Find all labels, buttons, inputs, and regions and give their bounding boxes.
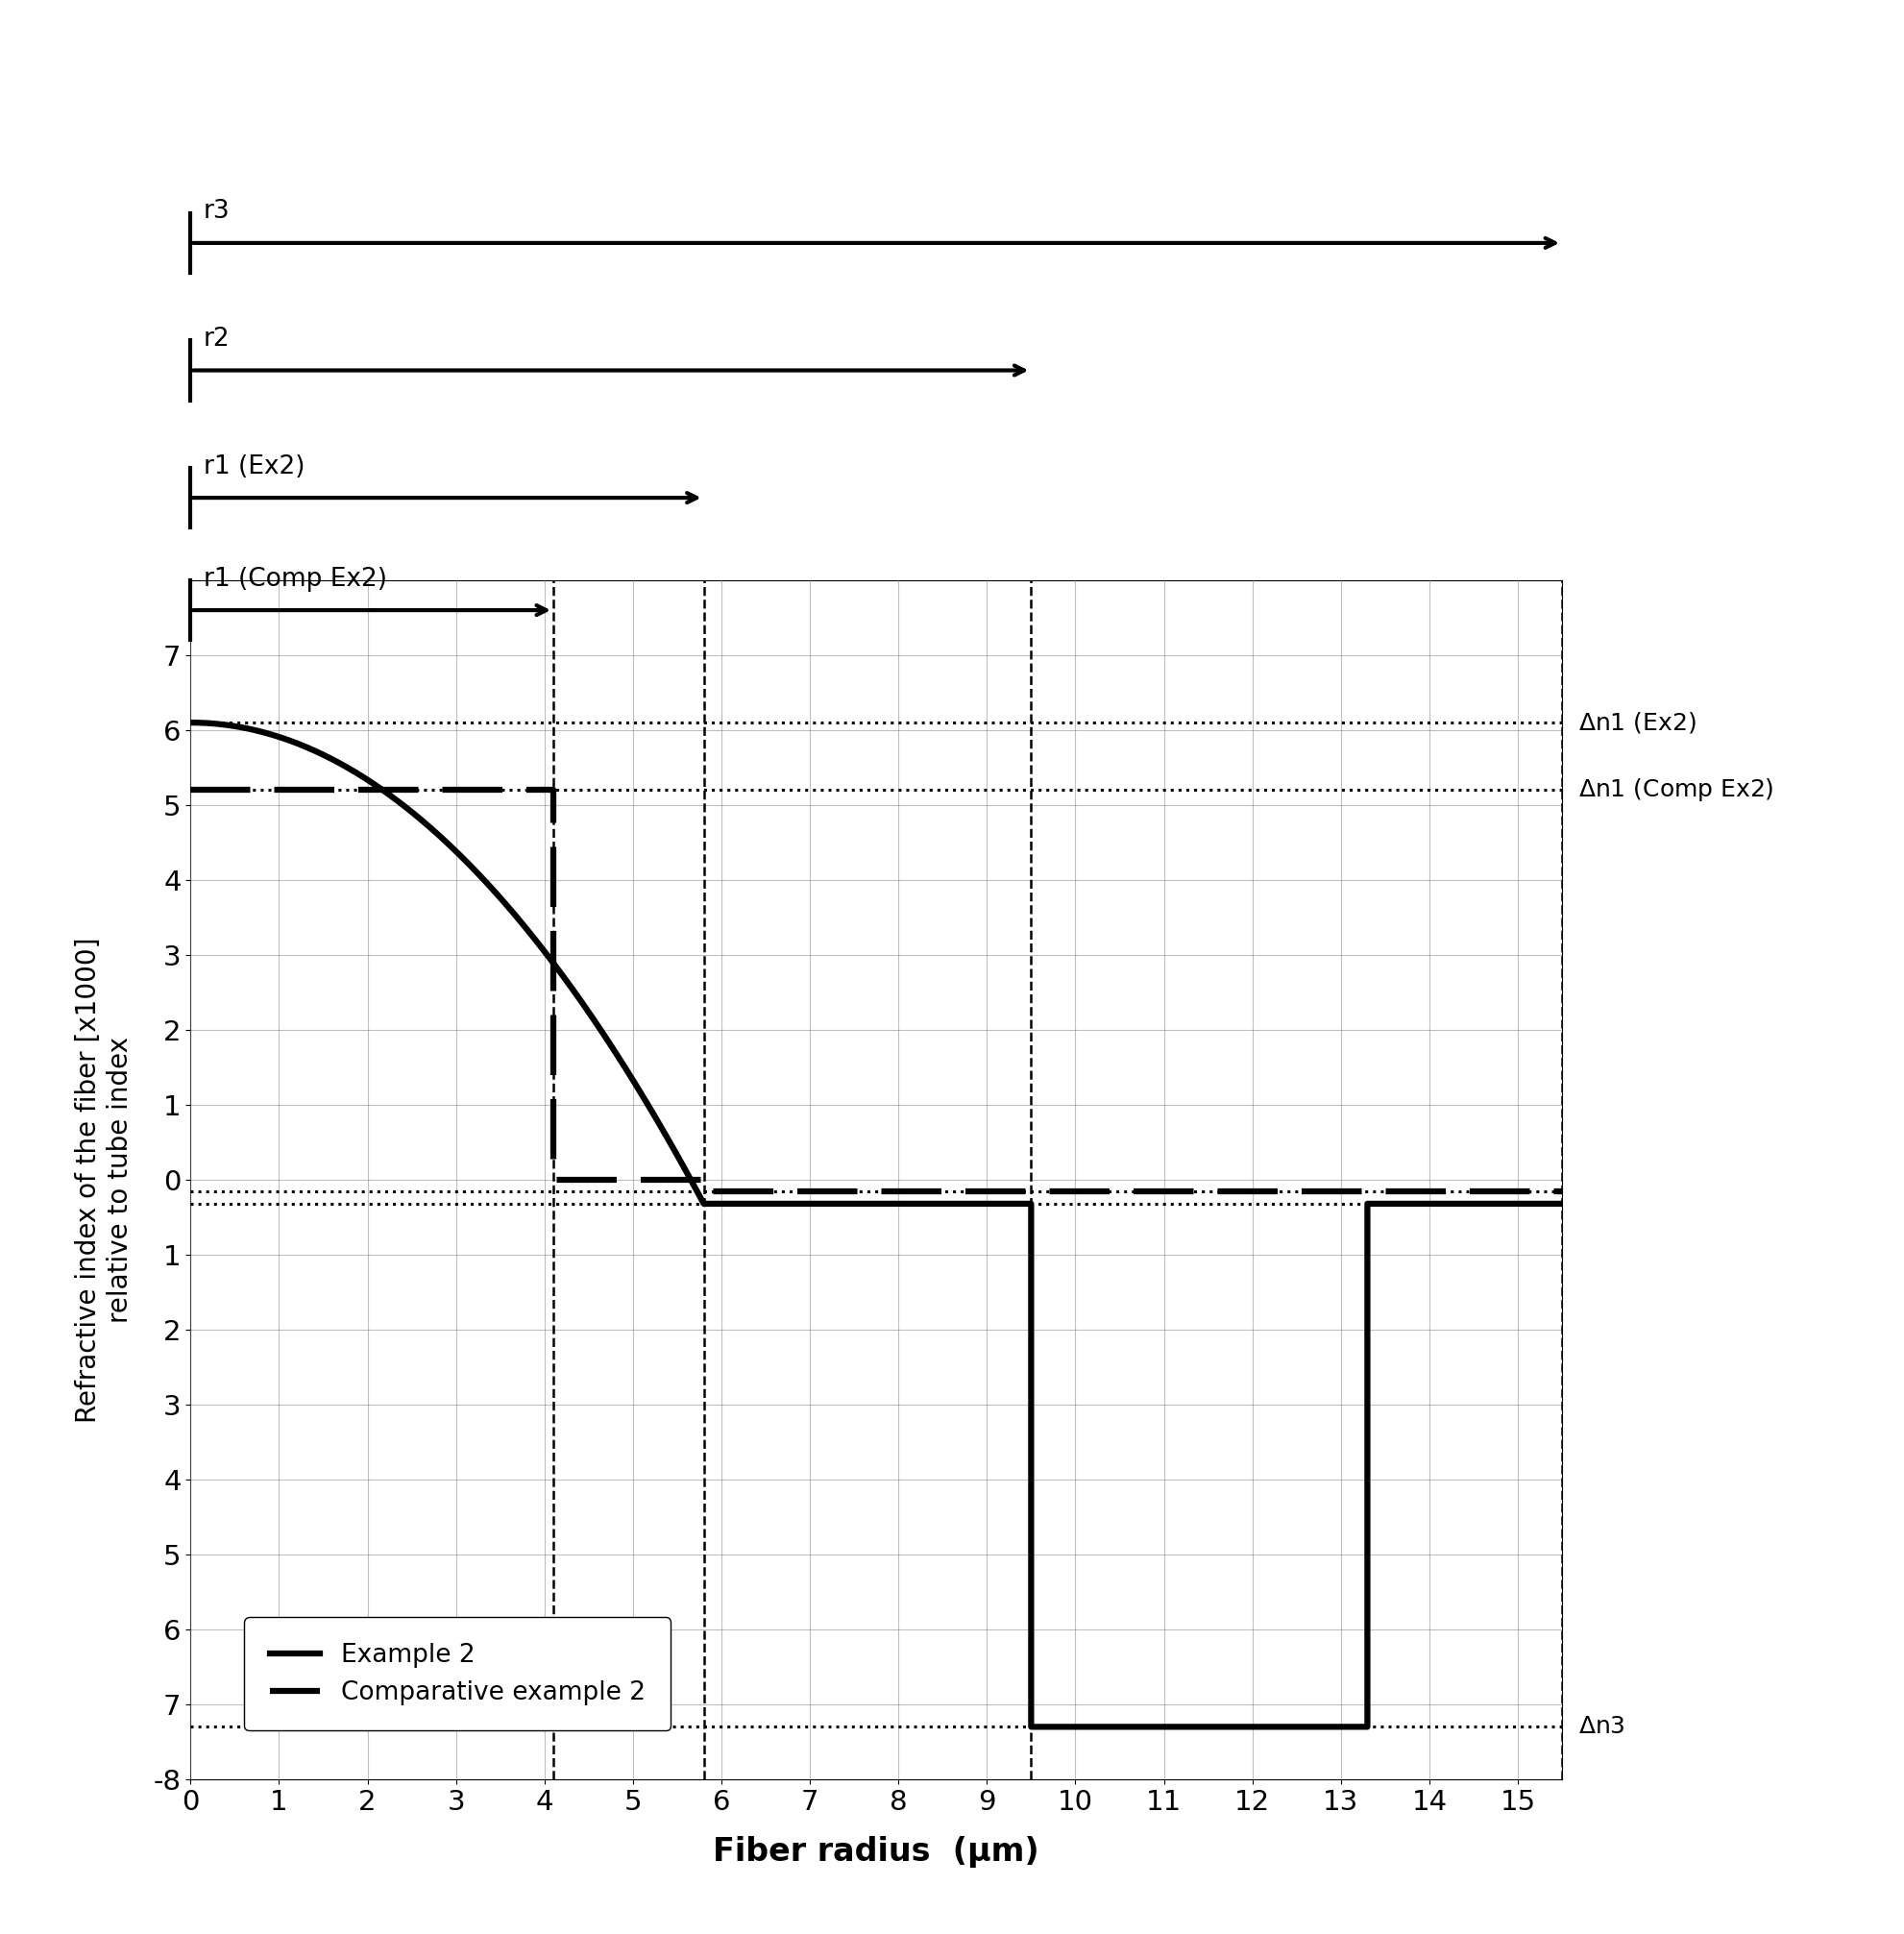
Legend: Example 2, Comparative example 2: Example 2, Comparative example 2 xyxy=(244,1617,670,1731)
Text: r2: r2 xyxy=(204,327,230,352)
Text: $\Delta$n1 (Ex2): $\Delta$n1 (Ex2) xyxy=(1577,710,1695,735)
Text: $\Delta$n3: $\Delta$n3 xyxy=(1577,1715,1624,1739)
Text: r3: r3 xyxy=(204,199,230,224)
Y-axis label: Refractive index of the fiber [x1000]
relative to tube index: Refractive index of the fiber [x1000] re… xyxy=(76,936,133,1423)
X-axis label: Fiber radius  (μm): Fiber radius (μm) xyxy=(712,1835,1040,1866)
Text: r1 (Ex2): r1 (Ex2) xyxy=(204,454,305,480)
Text: $\Delta$n1 (Comp Ex2): $\Delta$n1 (Comp Ex2) xyxy=(1577,777,1773,803)
Text: r1 (Comp Ex2): r1 (Comp Ex2) xyxy=(204,567,387,592)
